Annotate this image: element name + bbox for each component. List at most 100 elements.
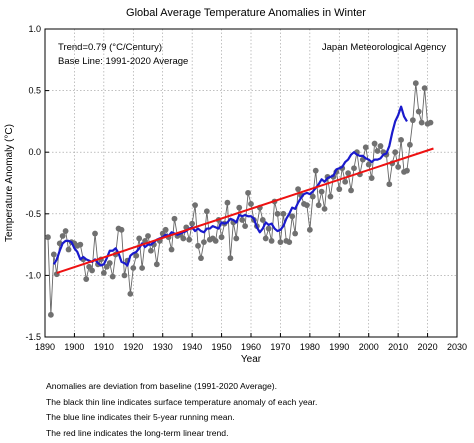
annual-data-point: [245, 189, 251, 196]
annual-data-point: [139, 265, 146, 271]
annual-data-point: [386, 181, 393, 188]
trend-line: [56, 147, 434, 274]
annual-data-point: [65, 246, 72, 253]
annual-data-point: [47, 311, 54, 318]
annual-data-point: [295, 186, 301, 193]
annual-data-point: [318, 188, 325, 195]
annual-data-point: [274, 210, 281, 217]
annual-data-point: [109, 273, 116, 280]
annual-data-point: [268, 238, 275, 244]
annual-data-point: [345, 170, 352, 177]
annual-data-point: [374, 148, 381, 154]
annual-data-point: [145, 233, 151, 239]
annual-data-point: [306, 226, 313, 233]
note-annual-line: The black thin line indicates surface te…: [46, 396, 318, 407]
annual-data-point: [336, 186, 343, 193]
annual-data-point: [351, 165, 357, 172]
annual-data-point: [348, 187, 354, 194]
annual-data-point: [342, 178, 349, 185]
annual-data-point: [286, 239, 293, 246]
x-tick-label: 2030: [447, 342, 467, 352]
annual-data-point: [212, 238, 219, 244]
annual-data-point: [368, 175, 375, 181]
annual-data-point: [130, 265, 137, 271]
x-tick-label: 1970: [270, 342, 290, 352]
notes: Anomalies are deviation from baseline (1…: [46, 379, 317, 441]
y-axis-label: Temperature Anomaly (°C): [4, 124, 15, 242]
annual-data-point: [292, 230, 299, 237]
annual-data-point: [186, 236, 193, 243]
annual-data-point: [239, 217, 246, 223]
x-tick-label: 1990: [329, 342, 349, 352]
annual-data-point: [265, 225, 272, 232]
chart-title: Global Average Temperature Anomalies in …: [126, 7, 366, 19]
annual-data-point: [50, 251, 57, 258]
annual-data-point: [321, 205, 328, 212]
annual-series-line: [47, 83, 431, 315]
annual-data-point: [277, 239, 284, 246]
annual-data-point: [45, 234, 51, 241]
annual-data-point: [365, 161, 372, 168]
annual-data-point: [133, 252, 140, 259]
annual-data-point: [427, 119, 434, 126]
annual-data-point: [59, 233, 66, 239]
grid: [45, 29, 457, 337]
annual-data-point: [218, 234, 225, 241]
y-tick-label: -0.5: [25, 209, 41, 219]
annual-data-point: [106, 260, 113, 266]
annual-data-point: [409, 117, 416, 124]
annual-data-point: [153, 261, 160, 268]
annual-data-point: [201, 239, 207, 246]
annual-data-point: [198, 255, 204, 262]
annual-data-point: [224, 199, 231, 206]
annual-data-point: [192, 202, 198, 209]
annual-data-point: [100, 270, 107, 276]
x-axis: 1890 1900 1910 1920 1930 1940 1950 1960 1970 1980…: [35, 333, 467, 352]
x-tick-label: 2020: [418, 342, 438, 352]
x-tick-label: 1950: [212, 342, 232, 352]
annual-data-point: [168, 246, 175, 253]
annual-data-point: [136, 235, 143, 242]
source-annotation: Japan Meteorological Agency: [322, 42, 446, 53]
y-tick-label: 0.0: [28, 147, 41, 157]
y-tick-label: -1.0: [25, 270, 41, 280]
x-tick-label: 2000: [359, 342, 379, 352]
annual-data-point: [171, 215, 178, 222]
annual-data-point: [89, 267, 95, 274]
y-axis: 1.0 0.5 0.0 -0.5 -1.0 -1.5: [25, 24, 49, 342]
annual-data-point: [148, 247, 154, 254]
annual-data-point: [121, 272, 128, 279]
annual-data-point: [236, 204, 243, 211]
annual-data-point: [180, 235, 187, 242]
annual-data-point: [418, 119, 425, 126]
x-tick-label: 1890: [35, 342, 55, 352]
y-tick-label: 1.0: [28, 24, 41, 34]
annual-data-point: [362, 144, 369, 151]
annual-data-point: [415, 108, 422, 115]
annual-data-point: [83, 276, 90, 282]
annual-data-point: [280, 210, 287, 217]
annual-data-point: [395, 164, 402, 170]
annual-data-point: [62, 228, 69, 234]
x-tick-label: 1960: [241, 342, 261, 352]
chart: Global Average Temperature Anomalies in …: [4, 7, 467, 365]
annual-data-point: [195, 242, 201, 249]
x-tick-label: 2010: [388, 342, 408, 352]
annual-data-point: [327, 193, 334, 200]
x-tick-label: 1930: [153, 342, 173, 352]
annual-data-point: [407, 141, 413, 148]
annual-data-point: [259, 217, 266, 223]
annual-data-point: [248, 201, 254, 207]
running-mean-line: [52, 105, 408, 267]
annual-data-point: [242, 223, 249, 230]
note-running-mean: The blue line indicates their 5-year run…: [46, 412, 235, 422]
annual-data-point: [227, 255, 234, 262]
annual-data-point: [412, 80, 419, 87]
annual-data-point: [127, 290, 134, 297]
y-tick-label: 0.5: [28, 86, 41, 96]
annual-data-point: [312, 167, 319, 174]
annual-data-point: [289, 213, 296, 220]
annual-data-point: [421, 85, 428, 92]
y-tick-label: -1.5: [25, 332, 41, 342]
annual-data-point: [392, 149, 399, 156]
